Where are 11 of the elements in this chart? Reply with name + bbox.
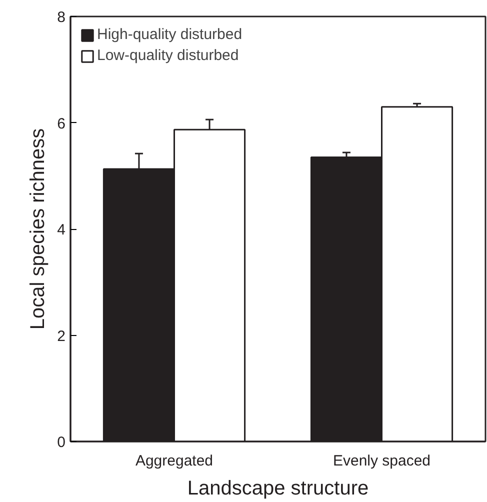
- y-tick-label: 2: [57, 328, 66, 345]
- legend-label: Low-quality disturbed: [97, 47, 239, 64]
- x-tick-label: Evenly spaced: [332, 452, 431, 470]
- y-tick-label: 6: [57, 115, 66, 132]
- legend-label: High-quality disturbed: [97, 26, 242, 43]
- x-axis-title: Landscape structure: [187, 478, 369, 500]
- y-tick-label: 8: [57, 9, 66, 26]
- y-tick-label: 4: [57, 222, 66, 238]
- x-tick-label: Aggregated: [135, 452, 214, 470]
- y-tick-label: 0: [57, 434, 66, 451]
- y-axis-title: Local species richness: [27, 128, 50, 330]
